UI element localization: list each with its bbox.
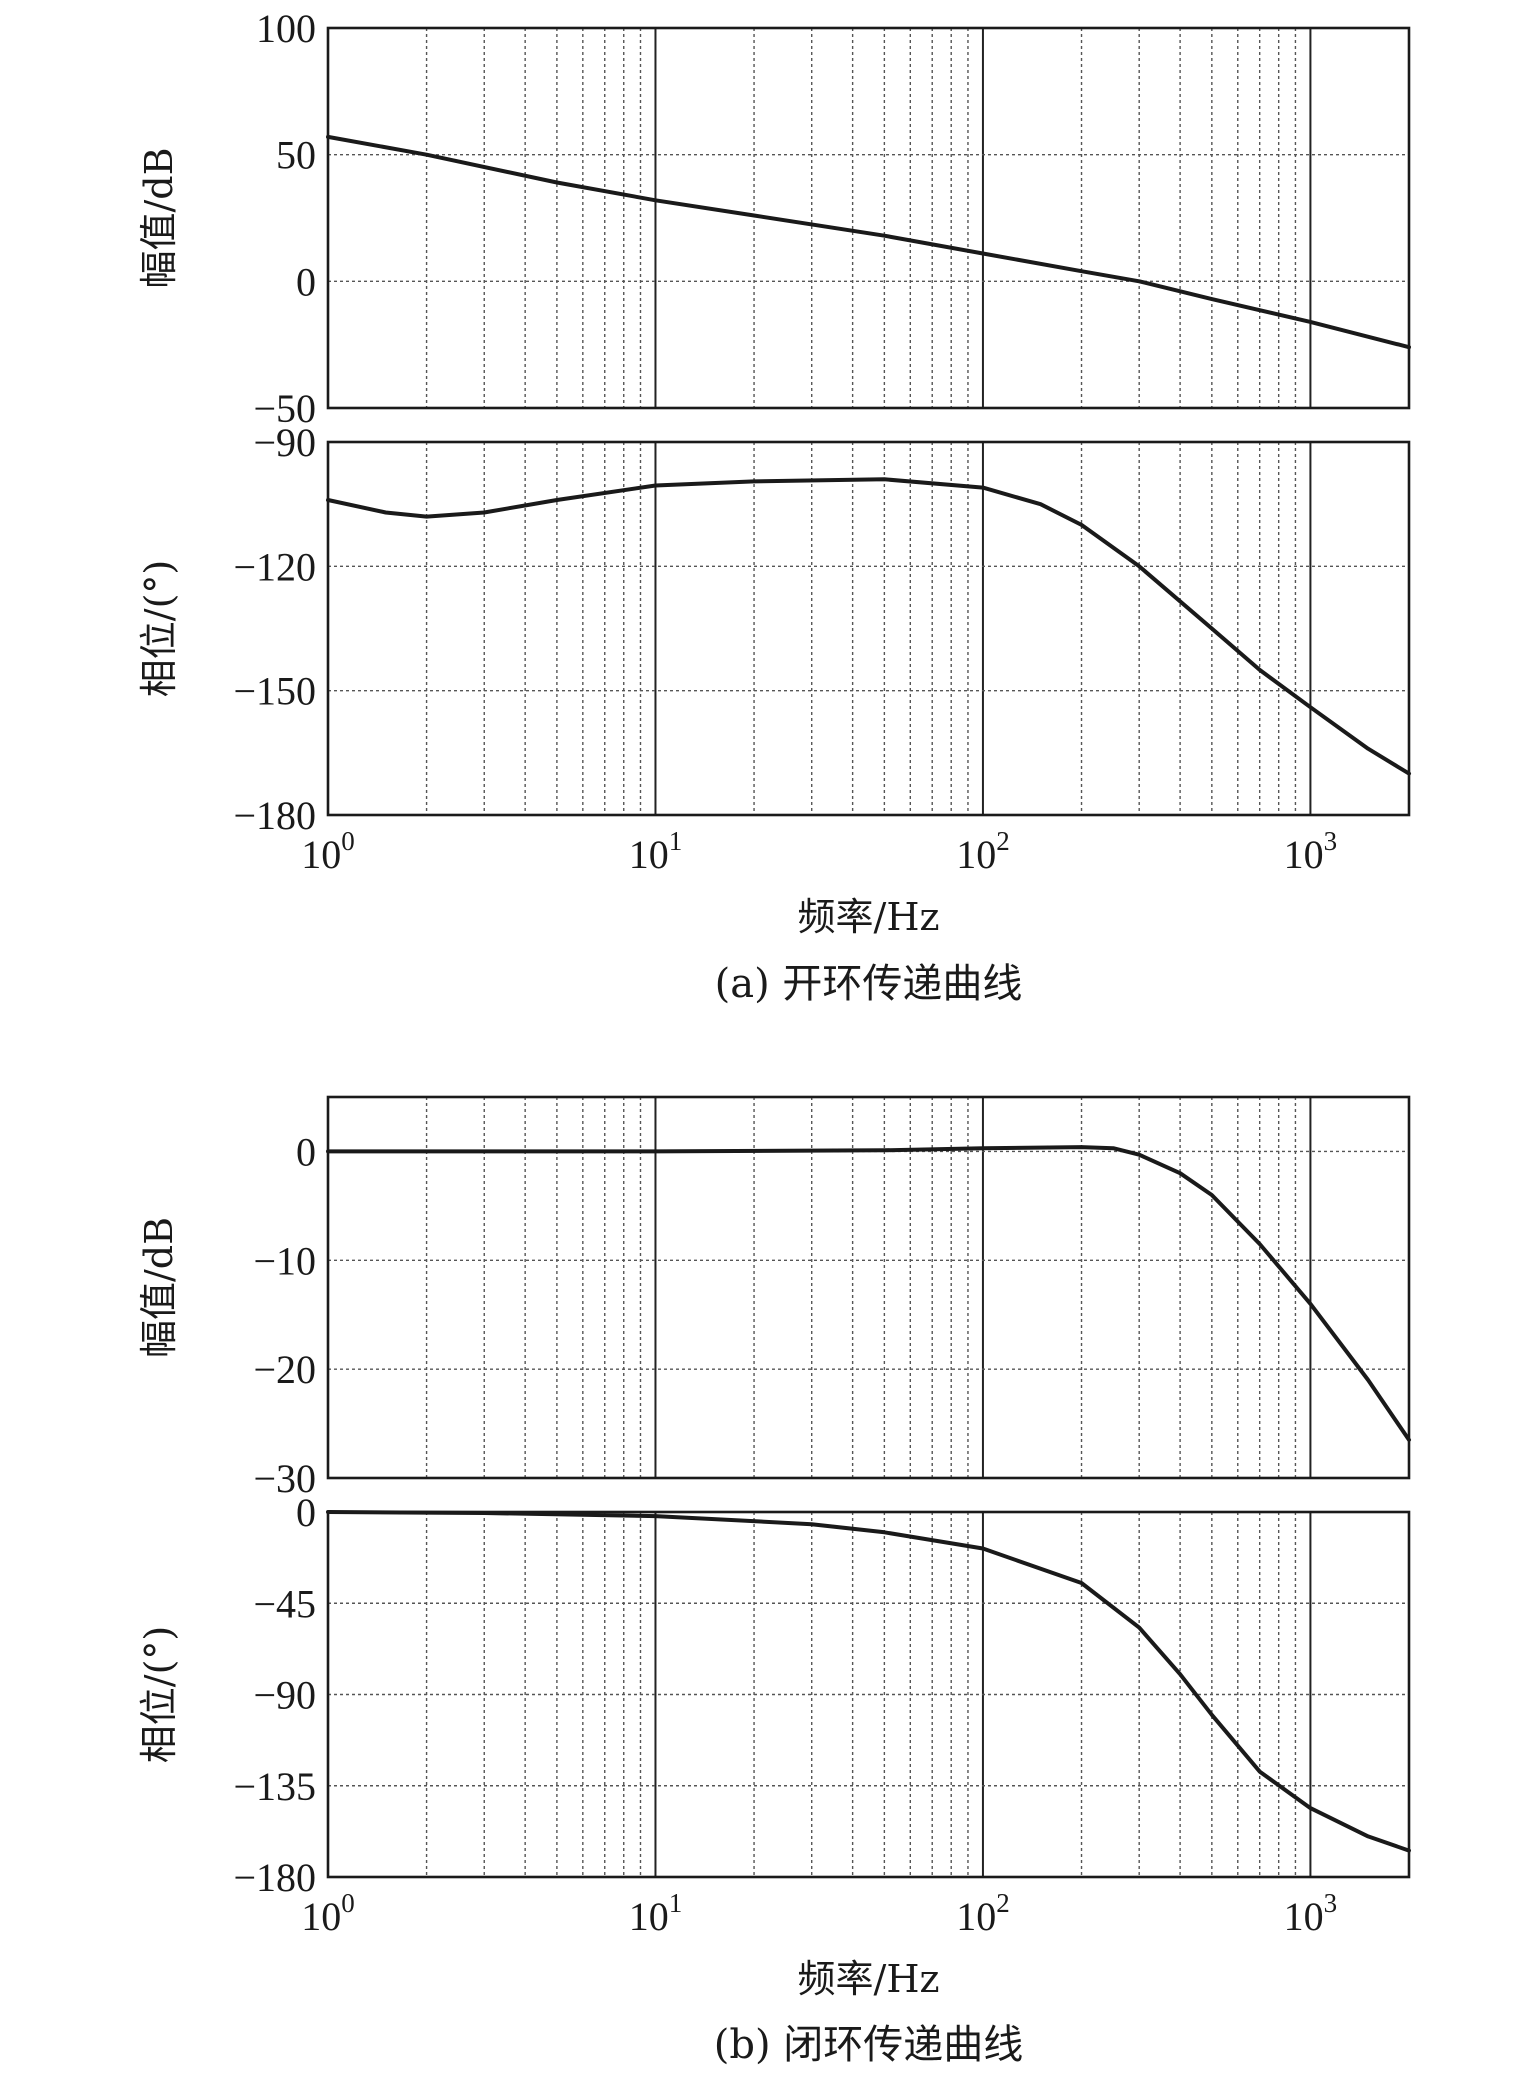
y-tick-label: −180 — [233, 793, 316, 838]
plot-frame — [326, 1510, 1411, 1879]
x-tick-label: 100 — [301, 1888, 355, 1939]
x-tick-label: 100 — [301, 826, 355, 877]
y-tick-label: −50 — [253, 386, 316, 431]
y-tick-label: −150 — [233, 669, 316, 714]
y-axis-label: 幅值/dB — [137, 1217, 181, 1358]
x-tick-label: 103 — [1284, 1888, 1338, 1939]
x-axis-label: 频率/Hz — [798, 895, 940, 939]
y-axis-label: 相位/(°) — [137, 1626, 181, 1763]
phase-curve — [326, 1510, 1411, 1853]
plot-frame — [326, 1095, 1411, 1480]
chart-0-magnitude-panel: 100 50 0 −50 幅值/dB — [137, 6, 1411, 431]
plot-area — [328, 1097, 1409, 1478]
y-tick-label: −20 — [253, 1347, 316, 1392]
plot-area — [328, 442, 1409, 815]
y-tick-label: −90 — [253, 1673, 316, 1718]
plot-area — [328, 28, 1409, 408]
y-tick-label: −30 — [253, 1456, 316, 1501]
chart-1: 100 101 102 103 频率/Hz (b) 闭环传递曲线 — [301, 1888, 1337, 2068]
figure-caption: (a) 开环传递曲线 — [715, 961, 1023, 1007]
chart-1-magnitude-panel: 0 −10 −20 −30 幅值/dB — [137, 1095, 1411, 1501]
figure-caption: (b) 闭环传递曲线 — [714, 2022, 1024, 2068]
y-tick-label: −120 — [233, 544, 316, 589]
x-tick-label: 103 — [1284, 826, 1338, 877]
y-tick-label: −135 — [233, 1764, 316, 1809]
plot-frame — [326, 26, 1411, 410]
y-axis-label: 相位/(°) — [137, 560, 181, 697]
magnitude-curve — [326, 1145, 1411, 1442]
phase-curve — [326, 477, 1411, 776]
plot-frame — [326, 440, 1411, 817]
y-axis-label: 幅值/dB — [137, 147, 181, 288]
x-tick-label: 102 — [956, 1888, 1010, 1939]
x-tick-label: 102 — [956, 826, 1010, 877]
grid-lines — [328, 1512, 1409, 1877]
x-tick-label: 101 — [629, 1888, 683, 1939]
chart-1-phase-panel: 0 −45 −90 −135 −180 相位/(°) — [137, 1490, 1411, 1900]
y-tick-label: 0 — [296, 1490, 316, 1535]
grid-lines — [328, 28, 1409, 408]
y-tick-label: −90 — [253, 420, 316, 465]
chart-0-phase-panel: −90 −120 −150 −180 相位/(°) — [137, 420, 1411, 838]
chart-0: 100 101 102 103 频率/Hz (a) 开环传递曲线 — [301, 826, 1337, 1007]
y-tick-label: 0 — [296, 259, 316, 304]
y-tick-label: −10 — [253, 1238, 316, 1283]
x-axis-label: 频率/Hz — [798, 1957, 940, 2001]
x-tick-label: 101 — [629, 826, 683, 877]
magnitude-curve — [326, 134, 1411, 350]
y-tick-label: 0 — [296, 1129, 316, 1174]
y-tick-label: 100 — [256, 6, 316, 51]
y-tick-label: −180 — [233, 1855, 316, 1900]
y-tick-label: −45 — [253, 1581, 316, 1626]
y-tick-label: 50 — [276, 133, 316, 178]
